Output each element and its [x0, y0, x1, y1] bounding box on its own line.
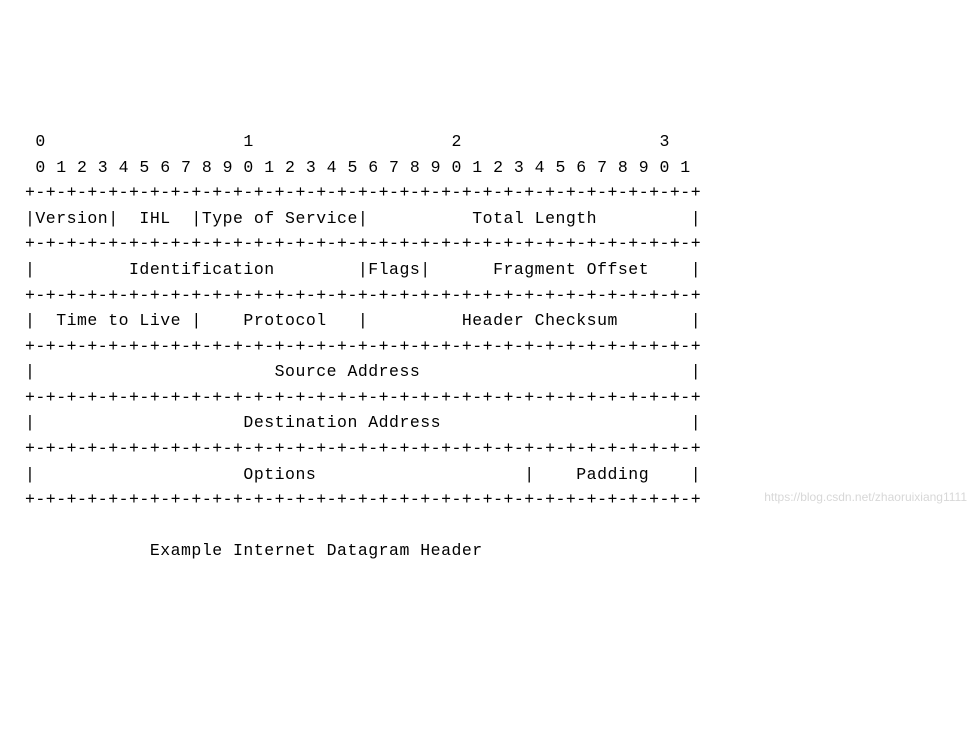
row-5: | Options | Padding | — [25, 465, 701, 484]
separator: +-+-+-+-+-+-+-+-+-+-+-+-+-+-+-+-+-+-+-+-… — [25, 388, 701, 407]
caption: Example Internet Datagram Header — [25, 541, 483, 560]
separator: +-+-+-+-+-+-+-+-+-+-+-+-+-+-+-+-+-+-+-+-… — [25, 490, 701, 509]
row-0: |Version| IHL |Type of Service| Total Le… — [25, 209, 701, 228]
separator: +-+-+-+-+-+-+-+-+-+-+-+-+-+-+-+-+-+-+-+-… — [25, 439, 701, 458]
watermark-text: https://blog.csdn.net/zhaoruixiang1111 — [764, 488, 967, 507]
row-1: | Identification |Flags| Fragment Offset… — [25, 260, 701, 279]
bit-ruler-major: 0 1 2 3 — [25, 132, 670, 151]
separator: +-+-+-+-+-+-+-+-+-+-+-+-+-+-+-+-+-+-+-+-… — [25, 337, 701, 356]
row-3: | Source Address | — [25, 362, 701, 381]
separator: +-+-+-+-+-+-+-+-+-+-+-+-+-+-+-+-+-+-+-+-… — [25, 234, 701, 253]
bit-ruler-minor: 0 1 2 3 4 5 6 7 8 9 0 1 2 3 4 5 6 7 8 9 … — [25, 158, 691, 177]
row-4: | Destination Address | — [25, 413, 701, 432]
row-2: | Time to Live | Protocol | Header Check… — [25, 311, 701, 330]
separator: +-+-+-+-+-+-+-+-+-+-+-+-+-+-+-+-+-+-+-+-… — [25, 286, 701, 305]
separator: +-+-+-+-+-+-+-+-+-+-+-+-+-+-+-+-+-+-+-+-… — [25, 183, 701, 202]
